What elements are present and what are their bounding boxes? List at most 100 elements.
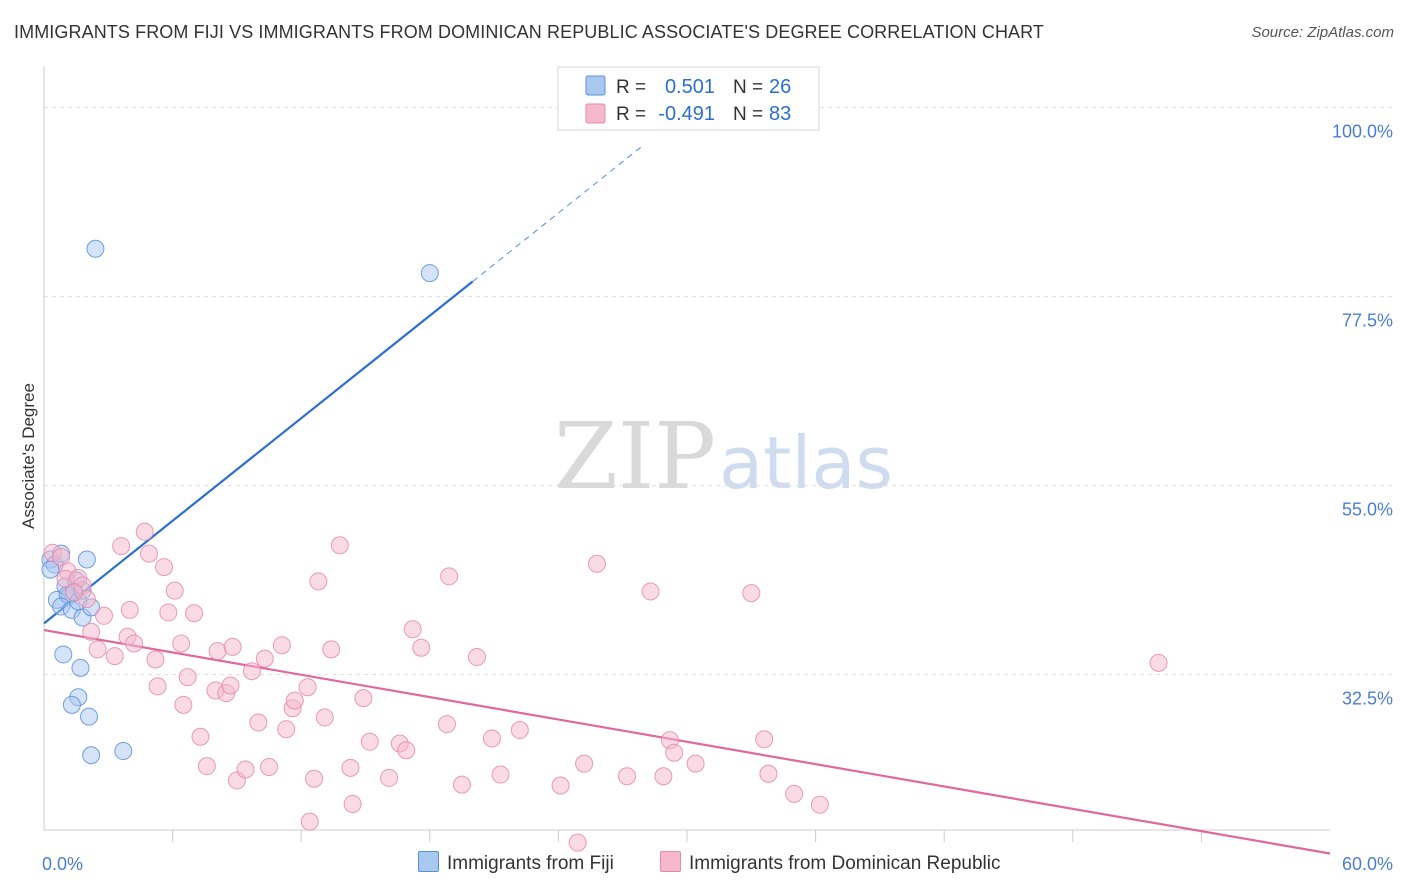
legend-bottom-fiji-label: Immigrants from Fiji [447, 853, 614, 874]
dominican-point [174, 695, 193, 714]
dominican-point [810, 795, 829, 814]
dominican-point [437, 715, 456, 734]
legend-dominican-n-value: 83 [769, 103, 791, 125]
dominican-point [165, 581, 184, 600]
fiji-point [71, 658, 90, 677]
dominican-point [755, 730, 774, 749]
dominican-point [343, 794, 362, 813]
dominican-point [759, 764, 778, 783]
dominican-point [300, 812, 319, 831]
dominican-point [452, 775, 471, 794]
y-tick-label: 55.0% [1342, 500, 1393, 520]
fiji-point [77, 550, 96, 569]
fiji-point [80, 707, 99, 726]
legend-fiji-n-label: N = [733, 77, 763, 98]
fiji-point [86, 239, 105, 258]
dominican-point [120, 600, 139, 619]
dominican-point [223, 637, 242, 656]
dominican-point [95, 606, 114, 625]
legend-bottom-dominican: Immigrants from Dominican Republic [660, 851, 1001, 875]
dominican-point [197, 757, 216, 776]
axes: 32.5% 55.0% 77.5% 100.0% 0.0% 60.0% [42, 66, 1393, 874]
dominican-point [88, 640, 107, 659]
y-tick-label: 100.0% [1332, 122, 1393, 142]
dominican-point [159, 603, 178, 622]
dominican-point [82, 622, 101, 641]
dominican-point [510, 721, 529, 740]
dominican-point [360, 732, 379, 751]
dominican-point [255, 649, 274, 668]
fiji-trendline [43, 280, 474, 625]
dominican-point [686, 754, 705, 773]
dominican-point [155, 558, 174, 577]
dominican-trendline [43, 628, 1331, 855]
legend-bottom-fiji: Immigrants from Fiji [418, 851, 614, 875]
dominican-point [305, 769, 324, 788]
legend-dominican-r-value: -0.491 [658, 103, 715, 125]
fiji-point [54, 645, 73, 664]
dominican-point [587, 554, 606, 573]
dominican-point [112, 537, 131, 556]
dominican-point [654, 767, 673, 786]
dominican-point [185, 604, 204, 623]
fiji-point [420, 264, 439, 283]
dominican-point [125, 634, 144, 653]
dominican-point [140, 544, 159, 563]
chart-source: Source: ZipAtlas.com [1251, 24, 1394, 41]
dominican-point [397, 741, 416, 760]
y-tick-label: 32.5% [1342, 689, 1393, 709]
watermark-atlas: atlas [719, 421, 893, 505]
dominican-point [742, 584, 761, 603]
dominican-point [272, 636, 291, 655]
dominican-point [191, 727, 210, 746]
dominican-point [403, 620, 422, 639]
legend-dominican-swatch [585, 103, 606, 124]
legend-bottom-fiji-swatch [418, 851, 439, 872]
x-tick-label: 0.0% [42, 854, 83, 874]
chart-title: IMMIGRANTS FROM FIJI VS IMMIGRANTS FROM … [14, 22, 1045, 42]
dominican-point [617, 767, 636, 786]
fiji-point [82, 746, 101, 765]
dominican-point [285, 691, 304, 710]
fiji-trendline-extension [472, 144, 645, 282]
dominican-point [315, 708, 334, 727]
dominican-point [135, 522, 154, 541]
legend-fiji-r-label: R = [616, 77, 646, 98]
dominican-point [412, 638, 431, 657]
legend-fiji-n-value: 26 [769, 76, 791, 98]
legend-bottom-dominican-label: Immigrants from Dominican Republic [689, 853, 1001, 874]
dominican-point [249, 713, 268, 732]
dominican-point [208, 642, 227, 661]
dominican-point [236, 760, 255, 779]
dominican-point [309, 572, 328, 591]
legend-dominican-r-label: R = [616, 104, 646, 125]
dominican-point [1149, 653, 1168, 672]
dominican-point [785, 784, 804, 803]
legend-dominican-n-label: N = [733, 104, 763, 125]
legend-bottom-dominican-swatch [660, 851, 681, 872]
dominican-point [354, 689, 373, 708]
dominican-point [641, 582, 660, 601]
dominican-point [221, 676, 240, 695]
dominican-point [146, 650, 165, 669]
dominican-point [178, 668, 197, 687]
dominican-point [260, 758, 279, 776]
x-tick-label: 60.0% [1342, 854, 1393, 874]
watermark-zip: ZIP [554, 403, 716, 510]
dominican-point [277, 720, 296, 739]
fiji-point [114, 742, 133, 761]
data-points [41, 239, 1168, 852]
dominican-point [322, 640, 341, 659]
dominican-point [551, 776, 570, 795]
y-tick-label: 77.5% [1342, 311, 1393, 331]
gridlines [44, 107, 1395, 676]
dominican-point [467, 647, 486, 666]
dominican-point [575, 754, 594, 773]
dominican-point [298, 678, 317, 697]
y-axis-label: Associate's Degree [19, 383, 38, 529]
dominican-point [172, 634, 191, 653]
dominican-point [65, 583, 84, 602]
legend-fiji-swatch [585, 75, 606, 96]
fiji-point [62, 695, 81, 714]
